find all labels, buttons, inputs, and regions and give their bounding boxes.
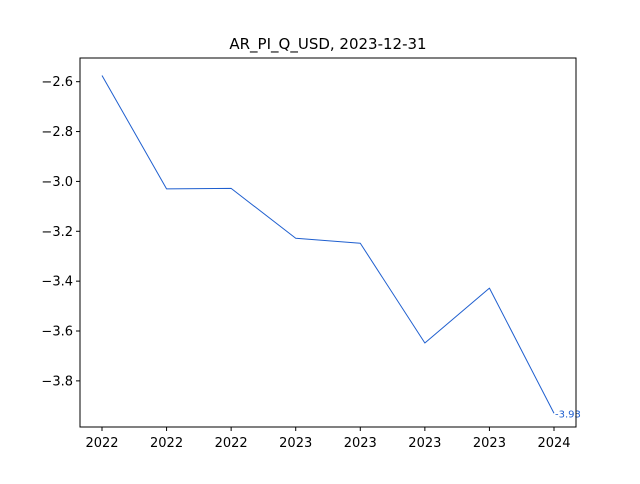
x-tick-label: 2023: [408, 436, 441, 451]
x-tick-label: 2023: [279, 436, 312, 451]
axes-frame: [79, 57, 577, 428]
y-tick-label: −3.0: [41, 175, 73, 190]
end-value-label: -3.93: [555, 409, 581, 420]
y-tick-label: −3.2: [41, 225, 73, 240]
y-tick-label: −2.8: [41, 125, 73, 140]
chart-title: AR_PI_Q_USD, 2023-12-31: [229, 35, 426, 54]
x-tick-label: 2023: [344, 436, 377, 451]
y-tick-label: −2.6: [41, 75, 73, 90]
y-tick-label: −3.8: [41, 374, 73, 389]
x-tick-label: 2023: [473, 436, 506, 451]
series-line-0: [101, 75, 555, 414]
x-tick-label: 2022: [150, 436, 183, 451]
plot-area: -3.93 2022 2022 2022 2023 2023 2023 2023 2024 −2.…: [41, 57, 581, 451]
x-tick-label: 2024: [537, 436, 570, 451]
y-tick-label: −3.6: [41, 325, 73, 340]
x-tick-label: 2022: [215, 436, 248, 451]
x-tick-label: 2022: [85, 436, 118, 451]
y-tick-label: −3.4: [41, 275, 73, 290]
